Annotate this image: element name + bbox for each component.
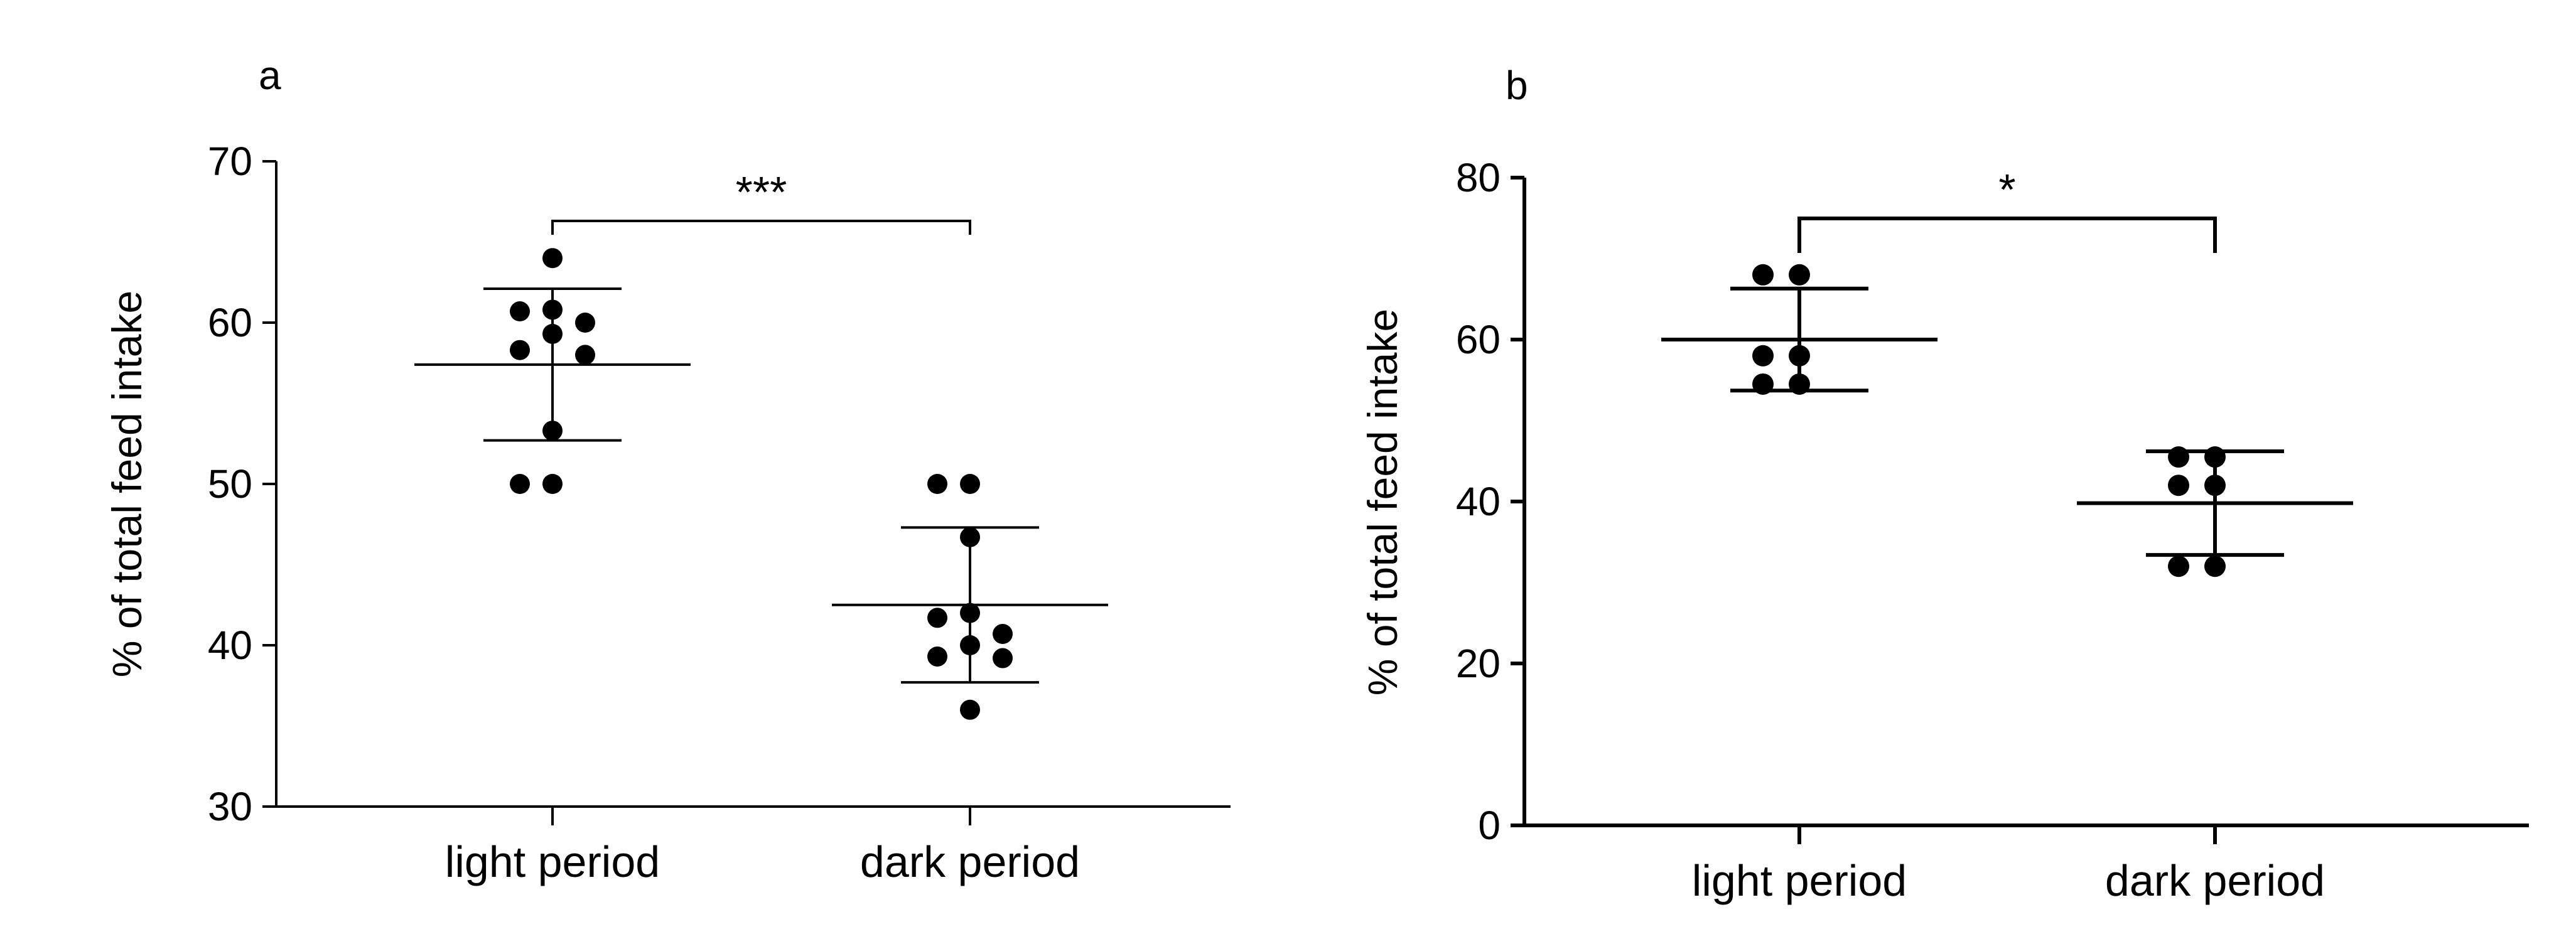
panel-a-y-tick-label: 40: [208, 623, 252, 668]
panel-b-y-axis-title: % of total feed intake: [1359, 309, 1406, 695]
panel-a-data-point: [575, 313, 595, 333]
panel-b-data-point: [2204, 555, 2226, 577]
panel-a-label: a: [259, 53, 281, 98]
panel-b-x-tick-label: light period: [1692, 856, 1907, 905]
panel-a-data-point: [960, 603, 980, 623]
panel-a-data-point: [927, 646, 947, 667]
panel-b-y-tick-label: 20: [1456, 641, 1501, 686]
panel-b-data-point: [2168, 475, 2189, 496]
panel-a-data-point: [510, 340, 530, 360]
panel-a-data-point: [542, 299, 563, 320]
panel-a-data-point: [960, 527, 980, 547]
panel-a-data-point: [542, 474, 563, 494]
panel-a-data-point: [960, 699, 980, 720]
panel-a-y-tick-label: 30: [208, 784, 252, 829]
panel-b-y-tick-label: 40: [1456, 479, 1501, 524]
panel-b-data-point: [1752, 373, 1774, 395]
panel-a-data-point: [927, 474, 947, 494]
panel-a-y-tick-label: 50: [208, 461, 252, 507]
panel-b-data-point: [1752, 345, 1774, 367]
panel-a-data-point: [510, 474, 530, 494]
panel-b-data-point: [2168, 446, 2189, 468]
panel-b-y-tick-label: 0: [1478, 803, 1501, 848]
panel-a-data-point: [960, 635, 980, 655]
panel-a-y-tick-label: 60: [208, 300, 252, 345]
panel-b-significance-label: *: [1998, 165, 2015, 214]
panel-b-significance-bracket: [1797, 217, 2217, 253]
panel-b-data-point: [1789, 373, 1810, 395]
panel-a-data-point: [542, 421, 563, 441]
panel-b-data-point: [1789, 264, 1810, 286]
panel-a-data-point: [542, 248, 563, 269]
panel-b-data-point: [2204, 475, 2226, 496]
panel-b-data-point: [2204, 446, 2226, 468]
panel-a-x-tick-label: dark period: [860, 837, 1080, 886]
panel-b-y-tick-label: 80: [1456, 155, 1501, 200]
panel-a-significance-label: ***: [736, 168, 787, 217]
panel-b-y-tick-label: 60: [1456, 317, 1501, 362]
panel-a-data-point: [993, 624, 1013, 645]
panel-a-x-tick-label: light period: [445, 837, 660, 886]
panel-b-data-point: [1789, 345, 1810, 367]
panel-b-data-point: [1752, 264, 1774, 286]
panel-b-x-tick-label: dark period: [2105, 856, 2325, 905]
panel-b-label: b: [1506, 63, 1528, 108]
panel-a-data-point: [927, 608, 947, 628]
panel-a-y-axis-title: % of total feed intake: [104, 291, 150, 677]
panel-a-data-point: [993, 648, 1013, 668]
panel-a-data-point: [510, 301, 530, 322]
panel-b-data-point: [2168, 555, 2189, 577]
panel-a-data-point: [960, 474, 980, 494]
panel-a-data-point: [575, 345, 595, 365]
panel-a-significance-bracket: [551, 220, 971, 235]
panel-a-data-point: [542, 323, 563, 344]
panel-a-y-tick-label: 70: [208, 139, 252, 184]
